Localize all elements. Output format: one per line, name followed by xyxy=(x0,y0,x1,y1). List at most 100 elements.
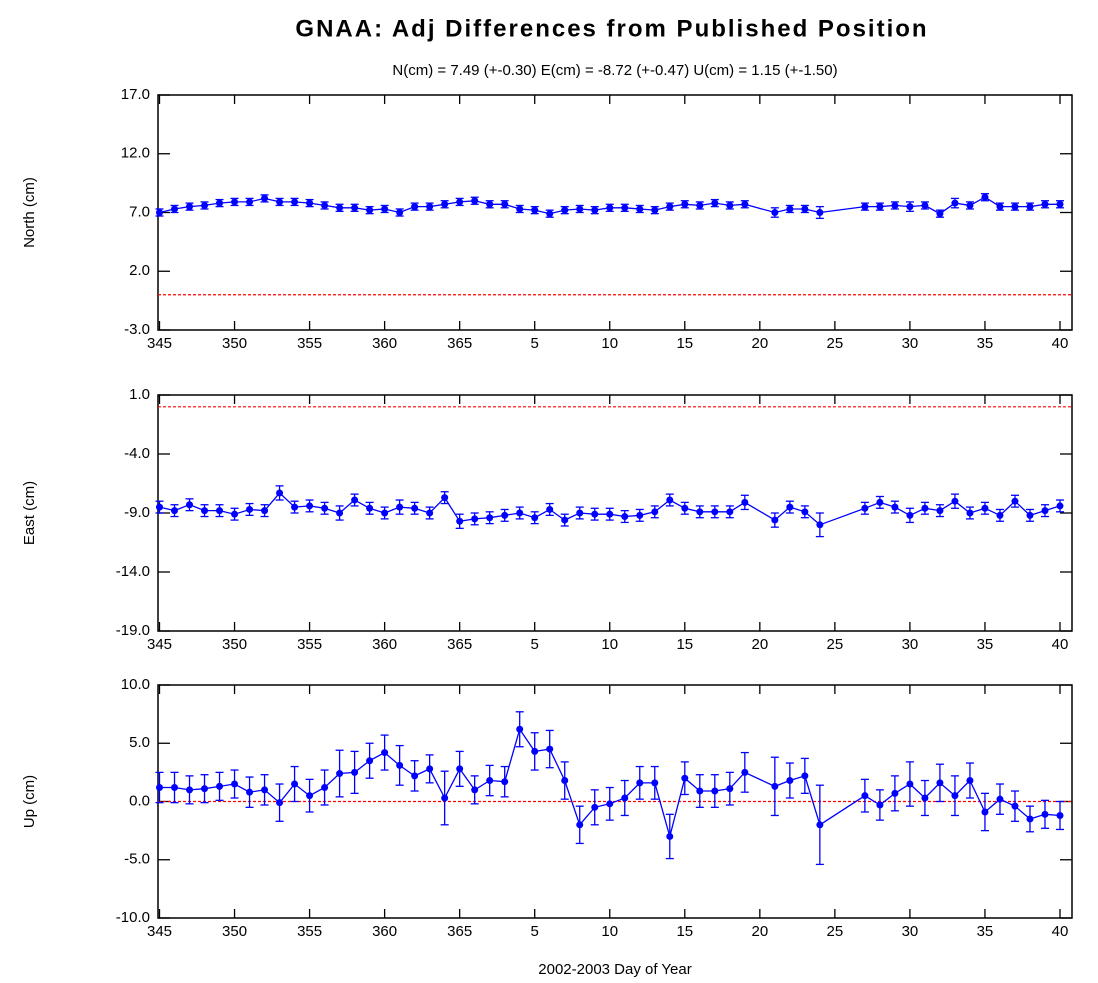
data-point xyxy=(546,210,554,218)
data-point xyxy=(186,203,194,211)
x-tick-label: 25 xyxy=(827,923,844,940)
data-point xyxy=(1011,497,1019,505)
data-point xyxy=(381,749,389,757)
x-axis-label: 2002-2003 Day of Year xyxy=(538,961,691,978)
data-point xyxy=(666,832,674,840)
data-point xyxy=(606,510,614,518)
data-point xyxy=(906,511,914,519)
data-point xyxy=(306,502,314,510)
data-point xyxy=(951,199,959,207)
data-point xyxy=(531,514,539,522)
data-point xyxy=(471,197,479,205)
data-point xyxy=(246,788,254,796)
data-point xyxy=(261,194,269,202)
data-point xyxy=(336,204,344,212)
data-point xyxy=(1056,502,1064,510)
data-point xyxy=(771,516,779,524)
x-tick-label: 15 xyxy=(676,923,693,940)
data-point xyxy=(306,199,314,207)
data-point xyxy=(486,200,494,208)
data-point xyxy=(351,768,359,776)
data-point xyxy=(666,496,674,504)
x-tick-label: 20 xyxy=(751,923,768,940)
data-point xyxy=(276,198,284,206)
data-point xyxy=(561,777,569,785)
x-tick-label: 5 xyxy=(531,923,539,940)
x-tick-label: 40 xyxy=(1052,636,1069,653)
data-point xyxy=(321,201,329,209)
data-point xyxy=(366,504,374,512)
data-point xyxy=(576,205,584,213)
data-point xyxy=(381,205,389,213)
data-point xyxy=(231,510,239,518)
data-point xyxy=(531,206,539,214)
data-point xyxy=(486,777,494,785)
y-tick-label: 2.0 xyxy=(129,262,150,279)
x-tick-label: 5 xyxy=(531,335,539,352)
data-point xyxy=(201,201,209,209)
data-point xyxy=(516,205,524,213)
data-point xyxy=(291,780,299,788)
data-point xyxy=(516,509,524,517)
data-point xyxy=(966,201,974,209)
data-point xyxy=(936,779,944,787)
data-point xyxy=(531,747,539,755)
data-point xyxy=(936,210,944,218)
data-point xyxy=(546,505,554,513)
data-point xyxy=(426,203,434,211)
data-point xyxy=(981,193,989,201)
data-point xyxy=(291,198,299,206)
y-tick-label: -5.0 xyxy=(124,851,150,868)
data-point xyxy=(1026,815,1034,823)
data-point xyxy=(396,209,404,216)
y-tick-label: -9.0 xyxy=(124,504,150,521)
data-point xyxy=(861,792,869,800)
data-point xyxy=(1011,203,1019,211)
series-line xyxy=(159,196,1060,215)
data-point xyxy=(156,503,164,511)
data-point xyxy=(471,515,479,523)
y-tick-label: 5.0 xyxy=(129,734,150,751)
data-point xyxy=(411,203,419,211)
data-point xyxy=(501,200,509,208)
data-point xyxy=(501,778,509,786)
x-tick-label: 15 xyxy=(676,335,693,352)
data-point xyxy=(786,503,794,511)
data-point xyxy=(576,509,584,517)
data-point xyxy=(891,789,899,797)
data-point xyxy=(891,201,899,209)
data-point xyxy=(276,489,284,497)
data-point xyxy=(876,203,884,211)
data-point xyxy=(921,794,929,802)
data-point xyxy=(606,800,614,808)
data-point xyxy=(876,801,884,809)
data-point xyxy=(456,198,464,206)
data-point xyxy=(561,206,569,214)
data-point xyxy=(636,511,644,519)
data-point xyxy=(966,509,974,517)
data-point xyxy=(276,799,284,807)
data-point xyxy=(381,509,389,517)
data-point xyxy=(726,201,734,209)
x-tick-label: 30 xyxy=(902,335,919,352)
data-point xyxy=(201,785,209,793)
x-tick-label: 35 xyxy=(977,923,994,940)
data-point xyxy=(426,509,434,517)
data-point xyxy=(396,503,404,511)
x-tick-label: 25 xyxy=(827,335,844,352)
y-tick-label: -19.0 xyxy=(116,622,150,639)
data-point xyxy=(906,203,914,211)
x-tick-label: 40 xyxy=(1052,335,1069,352)
y-tick-label: 10.0 xyxy=(121,676,150,693)
y-tick-label: 12.0 xyxy=(121,145,150,162)
data-point xyxy=(261,786,269,794)
data-point xyxy=(786,777,794,785)
data-point xyxy=(1011,802,1019,810)
data-point xyxy=(996,795,1004,803)
x-tick-label: 20 xyxy=(751,335,768,352)
data-point xyxy=(1041,507,1049,515)
data-point xyxy=(696,787,704,795)
data-point xyxy=(336,509,344,517)
data-point xyxy=(966,777,974,785)
x-tick-label: 350 xyxy=(222,923,247,940)
